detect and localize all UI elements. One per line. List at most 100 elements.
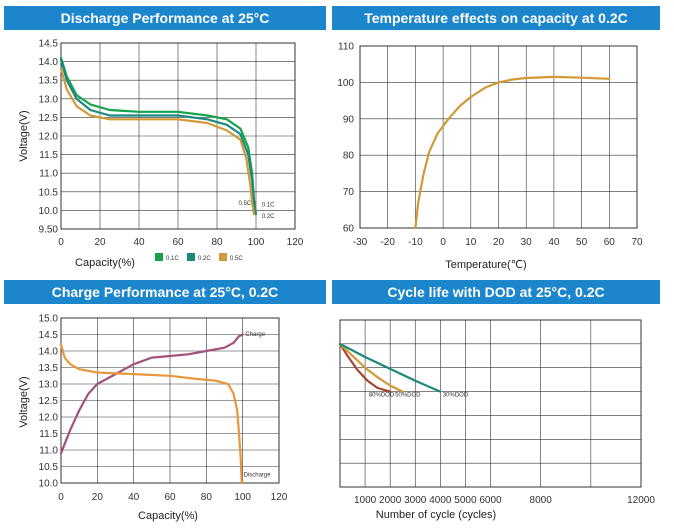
y-tick-label: 14.0 — [39, 347, 59, 358]
y-axis-label: Voltage(V) — [18, 110, 30, 161]
x-tick-label: 120 — [271, 492, 288, 503]
plot-frame — [60, 317, 280, 484]
y-tick-label: 14.5 — [39, 330, 59, 341]
y-tick-label: 12.0 — [39, 413, 59, 424]
x-tick-label: -20 — [380, 237, 395, 248]
y-tick-label: 100 — [337, 78, 354, 89]
series-line-discharge — [59, 343, 243, 485]
series-line-05c — [59, 67, 256, 216]
x-tick-label: 70 — [631, 237, 643, 248]
cycle-life-title: Cycle life with DOD at 25°C, 0.2C — [332, 280, 660, 304]
x-tick-label: 2000 — [379, 495, 402, 506]
x-tick-label: 60 — [172, 237, 184, 248]
y-tick-label: 13.0 — [39, 380, 59, 391]
y-tick-label: 11.5 — [39, 429, 58, 440]
x-tick-label: 30 — [521, 237, 533, 248]
y-tick-label: 12.0 — [39, 132, 59, 143]
x-tick-label: 80 — [211, 237, 223, 248]
y-tick-label: 11.0 — [39, 169, 58, 180]
x-tick-label: 40 — [133, 237, 145, 248]
annotation-label: Discharge — [244, 472, 272, 478]
legend-label: 0.5C — [230, 256, 243, 262]
y-tick-label: 80 — [343, 151, 355, 162]
plot-frame — [60, 42, 296, 230]
x-tick-label: 60 — [164, 492, 176, 503]
charge-title: Charge Performance at 25°C, 0.2C — [4, 280, 326, 304]
x-tick-label: 0 — [58, 492, 64, 503]
x-axis-label: Temperature(℃) — [445, 259, 526, 271]
annotation-label: 30%DOD — [443, 392, 469, 398]
charge-chart: 0 20 40 60 80 100 120 10.0 10.5 11.0 11.5 12.0 12.5 1… — [18, 314, 288, 523]
y-tick-label: 9.50 — [39, 225, 59, 236]
x-axis-label: Capacity(%) — [138, 510, 198, 522]
y-tick-label: 11.0 — [39, 446, 58, 457]
x-tick-label: 6000 — [479, 495, 502, 506]
x-axis-label: Capacity(%) — [75, 257, 135, 269]
x-tick-label: 0 — [58, 237, 64, 248]
y-tick-label: 15.0 — [39, 314, 59, 325]
series-line-charge — [59, 333, 244, 455]
x-tick-label: 0 — [440, 237, 446, 248]
x-tick-label: 12000 — [627, 495, 655, 506]
annotation-label: 50%DOD — [395, 392, 421, 398]
annotation-label: 0.5C — [238, 201, 251, 207]
plot-frame — [359, 45, 638, 229]
x-tick-label: 50 — [576, 237, 588, 248]
series-line-02c — [59, 58, 257, 216]
series-line-30dod — [338, 342, 442, 393]
y-tick-label: 90 — [343, 114, 355, 125]
x-tick-label: 4000 — [429, 495, 452, 506]
annotation-label: 0.1C — [262, 203, 275, 209]
x-tick-label: 60 — [604, 237, 616, 248]
annotation-label: 0.2C — [262, 214, 275, 220]
x-tick-label: 40 — [548, 237, 560, 248]
y-axis-label: Voltage(V) — [18, 376, 30, 427]
y-tick-label: 12.5 — [39, 113, 59, 124]
y-tick-label: 14.5 — [39, 39, 59, 50]
y-tick-label: 14.0 — [39, 57, 59, 68]
x-tick-label: 100 — [234, 492, 251, 503]
y-tick-label: 10.5 — [39, 462, 59, 473]
y-tick-label: 13.5 — [39, 76, 59, 87]
temperature-chart: -30 -20 -10 0 10 20 30 40 50 60 70 60 70 80 90 100 110 Te… — [337, 42, 643, 272]
plot-frame — [339, 319, 642, 488]
cycle-life-chart: 1000200030004000500060008000120004050607… — [338, 319, 655, 521]
x-tick-label: 20 — [92, 492, 104, 503]
x-tick-label: -30 — [353, 237, 368, 248]
series-line-50dod — [338, 342, 404, 393]
x-axis-label: Number of cycle (cycles) — [376, 509, 496, 521]
annotation-label: Charge — [245, 332, 265, 338]
x-tick-label: 8000 — [530, 495, 553, 506]
y-tick-label: 12.5 — [39, 396, 59, 407]
x-tick-label: 40 — [128, 492, 140, 503]
y-tick-label: 13.0 — [39, 94, 59, 105]
legend-label: 0.2C — [198, 256, 211, 262]
y-tick-label: 11.5 — [39, 150, 58, 161]
legend-swatch — [187, 253, 195, 261]
discharge-chart: 0 20 40 60 80 100 120 9.50 10.0 10.5 11.0 11.5 12.0 1… — [18, 39, 304, 270]
x-tick-label: 5000 — [454, 495, 477, 506]
x-tick-label: 120 — [287, 237, 304, 248]
x-tick-label: 20 — [94, 237, 106, 248]
y-tick-label: 60 — [343, 224, 355, 235]
legend-swatch — [155, 253, 163, 261]
y-tick-label: 10.0 — [39, 479, 59, 490]
series-line-80dod — [338, 342, 392, 393]
x-tick-label: 20 — [493, 237, 505, 248]
x-tick-label: 1000 — [354, 495, 377, 506]
series-line-capacity — [414, 75, 611, 230]
y-tick-label: 110 — [338, 42, 354, 53]
y-tick-label: 70 — [343, 187, 355, 198]
x-tick-label: -10 — [408, 237, 423, 248]
temperature-title: Temperature effects on capacity at 0.2C — [332, 6, 660, 30]
annotation-label: 80%DOD — [369, 392, 395, 398]
y-tick-label: 13.5 — [39, 363, 59, 374]
legend-label: 0.1C — [166, 256, 179, 262]
x-tick-label: 80 — [201, 492, 213, 503]
y-tick-label: 10.5 — [39, 187, 59, 198]
discharge-title: Discharge Performance at 25°C — [4, 6, 326, 30]
y-tick-label: 10.0 — [39, 206, 59, 217]
x-tick-label: 3000 — [404, 495, 427, 506]
x-tick-label: 100 — [248, 237, 265, 248]
legend-swatch — [219, 253, 227, 261]
